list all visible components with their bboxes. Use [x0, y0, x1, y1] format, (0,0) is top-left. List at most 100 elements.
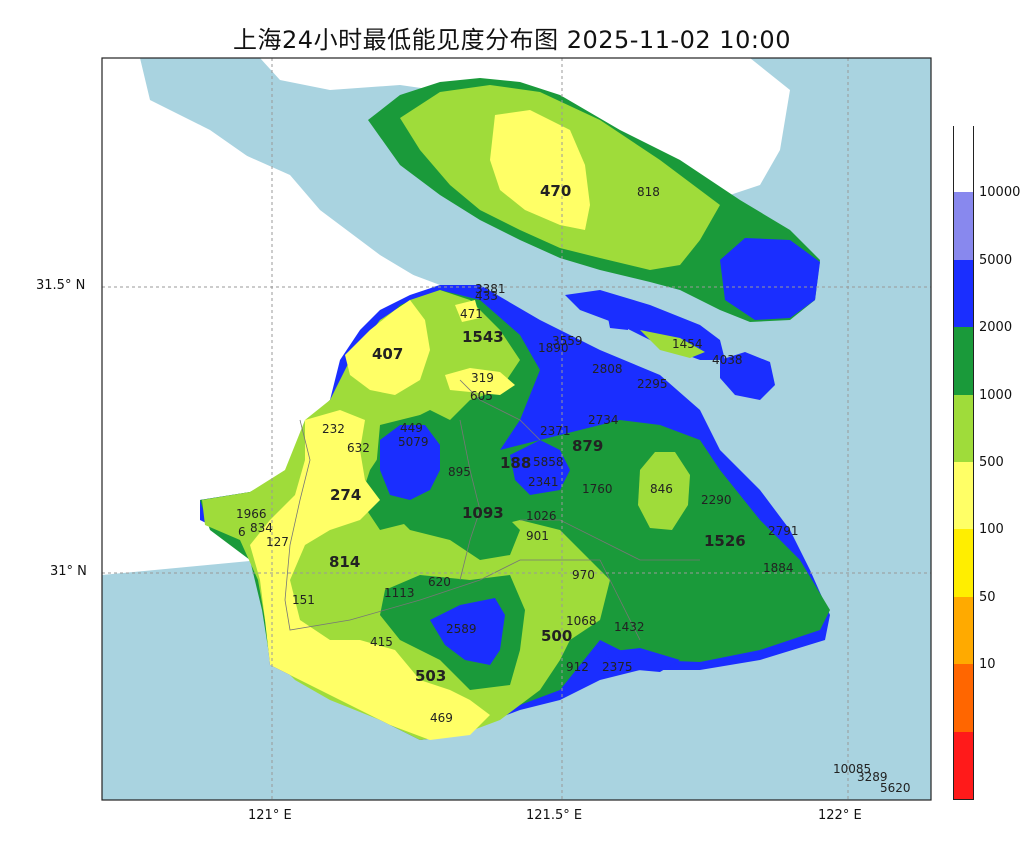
latitude-label: 31.5° N — [36, 278, 86, 293]
station-value: 912 — [566, 660, 589, 674]
station-value: 2808 — [592, 362, 623, 376]
station-value: 1526 — [704, 532, 746, 550]
station-value: 895 — [448, 465, 471, 479]
station-value: 2295 — [637, 377, 668, 391]
station-value: 2589 — [446, 622, 477, 636]
station-value: 6 — [238, 525, 246, 539]
graticule — [102, 58, 931, 800]
station-value: 632 — [347, 441, 370, 455]
station-value: 470 — [540, 182, 571, 200]
colorbar-segment — [954, 394, 973, 462]
station-value: 814 — [329, 553, 360, 571]
station-value: 3289 — [857, 770, 888, 784]
colorbar-segment — [954, 259, 973, 328]
station-value: 1543 — [462, 328, 504, 346]
colorbar-tick-label: 2000 — [979, 320, 1013, 336]
station-value: 1454 — [672, 337, 703, 351]
station-value: 846 — [650, 482, 673, 496]
colorbar-tick-label: 1000 — [979, 387, 1013, 403]
colorbar-segment — [954, 326, 973, 395]
map-title: 上海24小时最低能见度分布图 2025-11-02 10:00 — [233, 26, 791, 54]
colorbar-tick-label: 50 — [979, 589, 996, 605]
latitude-label: 31° N — [50, 564, 87, 579]
colorbar-segment — [954, 124, 973, 193]
station-value: 10085 — [833, 762, 871, 776]
station-value: 1113 — [384, 586, 415, 600]
station-value: 5858 — [533, 455, 564, 469]
longitude-label: 122° E — [818, 808, 862, 823]
small-island — [608, 318, 628, 330]
station-value: 2341 — [528, 475, 559, 489]
station-labels: 470 818 3381 433 471 1543 3559 1890 1454… — [236, 182, 911, 795]
colorbar-segment — [954, 461, 973, 530]
colorbar-tick-label: 500 — [979, 455, 1004, 470]
station-value: 5620 — [880, 781, 911, 795]
blue-pocket-west — [380, 425, 440, 500]
hengsha-island — [720, 352, 775, 400]
colorbar-segment — [954, 596, 973, 665]
station-value: 1760 — [582, 482, 613, 496]
station-value: 4038 — [712, 353, 743, 367]
station-value: 274 — [330, 486, 361, 504]
yellow-north-tip — [455, 300, 480, 322]
station-value: 1432 — [614, 620, 645, 634]
longitude-label: 121° E — [248, 808, 292, 823]
station-value: 2791 — [768, 524, 799, 538]
station-value: 879 — [572, 437, 603, 455]
station-value: 2371 — [540, 424, 571, 438]
station-value: 469 — [430, 711, 453, 725]
changxing-green — [640, 330, 705, 358]
station-value: 2290 — [701, 493, 732, 507]
station-value: 901 — [526, 529, 549, 543]
station-value: 1890 — [538, 341, 569, 355]
station-value: 1966 — [236, 507, 267, 521]
colorbar-segment — [954, 731, 973, 799]
chongming-island — [368, 78, 820, 322]
colorbar-tick-label: 10000 — [979, 185, 1021, 201]
colorbar-segment — [954, 528, 973, 597]
station-value: 503 — [415, 667, 446, 685]
yellow-north-small — [445, 368, 515, 395]
station-value: 127 — [266, 535, 289, 549]
station-value: 818 — [637, 185, 660, 199]
station-value: 5079 — [398, 435, 429, 449]
station-value: 449 — [400, 421, 423, 435]
longitude-label: 121.5° E — [526, 808, 583, 823]
station-value: 2375 — [602, 660, 633, 674]
yellow-northwest — [345, 300, 430, 395]
station-value: 471 — [460, 307, 483, 321]
station-value: 232 — [322, 422, 345, 436]
station-value: 500 — [541, 627, 572, 645]
station-value: 1093 — [462, 504, 504, 522]
colorbar-tick-label: 100 — [979, 522, 1004, 538]
station-value: 3559 — [552, 334, 583, 348]
yellow-west — [250, 410, 490, 740]
map-frame — [101, 57, 932, 801]
blue-pocket-se — [605, 648, 680, 672]
station-value: 188 — [500, 454, 531, 472]
station-value: 1068 — [566, 614, 597, 628]
station-value: 1884 — [763, 561, 794, 575]
station-value: 970 — [572, 568, 595, 582]
station-value: 605 — [470, 389, 493, 403]
station-value: 415 — [370, 635, 393, 649]
west-land — [102, 58, 440, 545]
station-value: 620 — [428, 575, 451, 589]
colorbar-tick-label: 10 — [979, 657, 996, 673]
colorbar-tick-label: 5000 — [979, 252, 1013, 268]
station-value: 2734 — [588, 413, 619, 427]
colorbar — [953, 124, 974, 800]
station-value: 151 — [292, 593, 315, 607]
station-value: 319 — [471, 371, 494, 385]
green-blob-east-lg — [638, 452, 690, 530]
district-boundaries — [284, 379, 700, 641]
station-value: 834 — [250, 521, 273, 535]
station-value: 407 — [372, 345, 403, 363]
station-value: 1026 — [526, 509, 557, 523]
blue-pocket-south — [430, 598, 505, 665]
colorbar-segment — [954, 191, 973, 260]
blue-pocket-center — [510, 440, 570, 495]
station-value: 433 — [475, 289, 498, 303]
station-value: 3381 — [475, 282, 506, 296]
